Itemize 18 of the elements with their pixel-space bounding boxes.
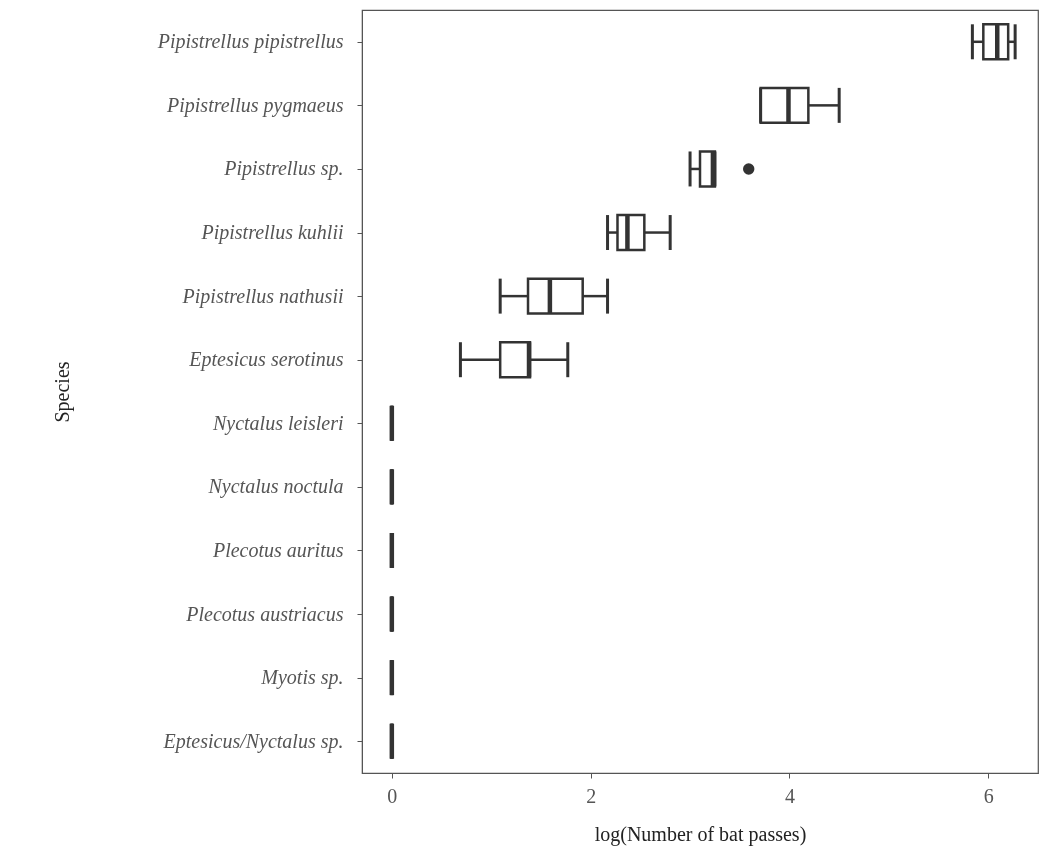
y-tick-label: Eptesicus/Nyctalus sp. xyxy=(162,729,344,753)
x-axis-title: log(Number of bat passes) xyxy=(594,822,807,846)
y-tick-label: Pipistrellus pygmaeus xyxy=(166,93,344,117)
y-tick-label: Pipistrellus kuhlii xyxy=(200,221,344,245)
y-tick-label: Plecotus austriacus xyxy=(185,602,344,625)
y-tick-label: Eptesicus serotinus xyxy=(188,348,344,372)
x-tick-label: 0 xyxy=(387,784,398,807)
x-tick-label: 2 xyxy=(586,784,597,807)
y-tick-label: Pipistrellus nathusii xyxy=(181,284,344,308)
y-tick-label: Pipistrellus pipistrellus xyxy=(156,30,344,54)
y-tick-label: Nyctalus noctula xyxy=(207,475,344,499)
y-tick-label: Plecotus auritus xyxy=(211,538,344,561)
y-tick-label: Myotis sp. xyxy=(260,666,344,690)
y-tick-label: Nyctalus leisleri xyxy=(211,411,344,435)
x-tick-label: 6 xyxy=(983,784,994,807)
y-axis-title: Species xyxy=(50,361,74,423)
y-tick-label: Pipistrellus sp. xyxy=(223,157,344,181)
x-tick-label: 4 xyxy=(784,784,795,807)
